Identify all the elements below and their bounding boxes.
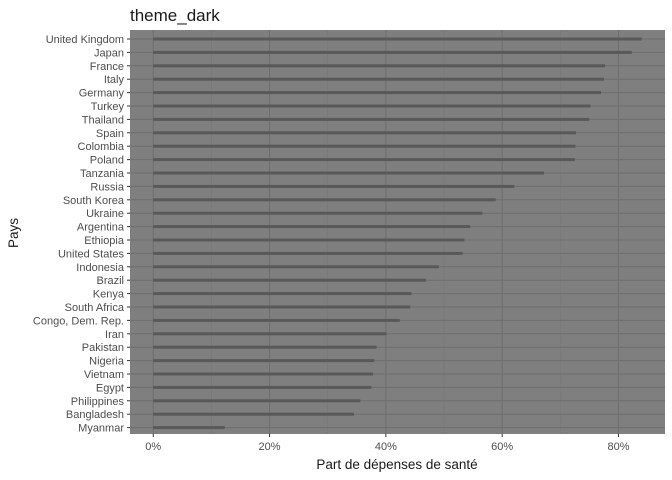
y-tick-label: Kenya	[93, 289, 125, 301]
x-tick-label: 80%	[607, 441, 629, 453]
y-axis-title: Pays	[6, 218, 21, 248]
y-tick-label: Philippines	[71, 396, 125, 408]
y-tick-label: Poland	[90, 155, 124, 167]
y-tick-label: Spain	[96, 128, 124, 140]
bar	[153, 318, 400, 322]
bar	[153, 184, 515, 188]
bar	[153, 385, 372, 389]
bar	[153, 50, 632, 54]
y-tick-label: Vietnam	[84, 369, 124, 381]
y-tick-label: South Africa	[65, 302, 125, 314]
bar	[153, 265, 439, 269]
y-tick-label: Bangladesh	[66, 409, 124, 421]
x-tick-label: 40%	[375, 441, 397, 453]
bar	[153, 278, 426, 282]
y-tick-label: Pakistan	[82, 342, 124, 354]
plot-panel	[130, 30, 665, 434]
bar	[153, 171, 545, 175]
bar	[153, 158, 575, 162]
y-tick-label: Tanzania	[80, 168, 125, 180]
y-tick-label: United States	[58, 248, 125, 260]
bars	[153, 37, 642, 430]
chart-title: theme_dark	[130, 6, 220, 25]
y-tick-label: United Kingdom	[46, 34, 124, 46]
y-tick-label: Ukraine	[86, 208, 124, 220]
y-tick-label: Russia	[90, 181, 125, 193]
grid-minor	[211, 30, 561, 434]
x-axis-title: Part de dépenses de santé	[316, 457, 477, 472]
y-tick-label: Italy	[104, 74, 125, 86]
bar	[153, 211, 483, 215]
bar	[153, 131, 577, 135]
bar	[153, 77, 604, 81]
y-tick-label: Congo, Dem. Rep.	[33, 315, 124, 327]
y-tick-label: Germany	[79, 88, 125, 100]
y-tick-label: Argentina	[77, 222, 125, 234]
y-tick-label: Myanmar	[78, 423, 124, 435]
bar	[153, 305, 411, 309]
y-tick-label: Japan	[94, 47, 124, 59]
bar	[153, 37, 642, 41]
y-tick-label: Egypt	[96, 382, 124, 394]
bar	[153, 144, 576, 148]
x-tick-label: 0%	[145, 441, 161, 453]
y-tick-label: Colombia	[78, 141, 125, 153]
bar	[153, 64, 606, 68]
x-tick-label: 20%	[259, 441, 281, 453]
y-tick-label: South Korea	[63, 195, 125, 207]
y-tick-label: France	[90, 61, 124, 73]
bar	[153, 372, 374, 376]
y-tick-label: Turkey	[91, 101, 125, 113]
bar	[153, 238, 465, 242]
bar	[153, 292, 412, 296]
bar	[153, 225, 471, 229]
bar	[153, 345, 377, 349]
y-tick-label: Nigeria	[89, 356, 125, 368]
bar	[153, 359, 375, 363]
y-tick-label: Thailand	[82, 114, 124, 126]
bar	[153, 251, 463, 255]
y-tick-label: Ethiopia	[84, 235, 125, 247]
y-tick-label: Brazil	[96, 275, 124, 287]
y-tick-label: Indonesia	[76, 262, 125, 274]
bar	[153, 399, 361, 403]
bar	[153, 426, 225, 430]
bar	[153, 117, 590, 121]
bar	[153, 104, 591, 108]
bar	[153, 332, 387, 336]
bar	[153, 412, 354, 416]
x-tick-label: 60%	[491, 441, 513, 453]
bar	[153, 91, 602, 95]
bar	[153, 198, 496, 202]
y-tick-label: Iran	[105, 329, 124, 341]
x-axis-ticks: 0% 20% 40% 60% 80%	[145, 434, 630, 453]
